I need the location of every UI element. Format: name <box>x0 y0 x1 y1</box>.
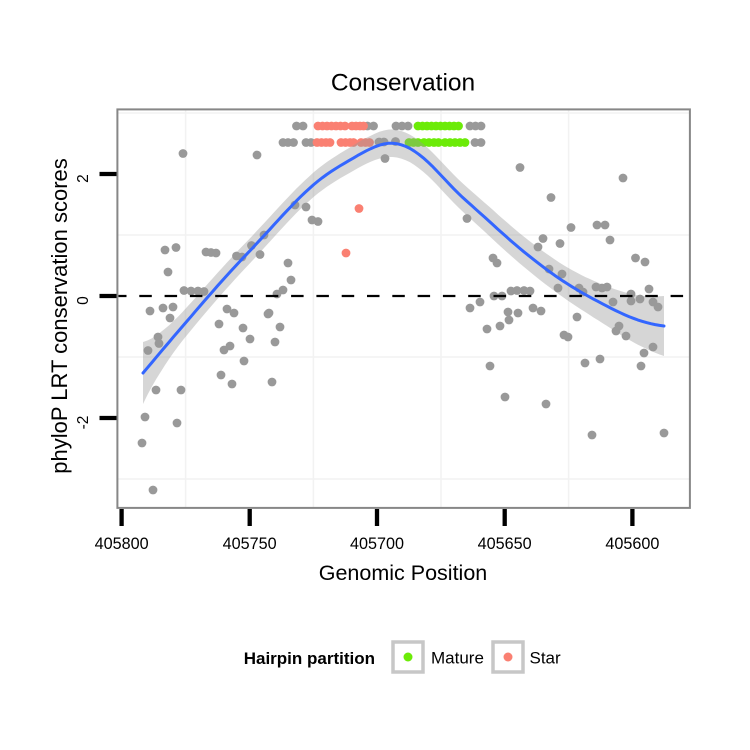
svg-text:405650: 405650 <box>478 535 532 553</box>
svg-text:405750: 405750 <box>223 535 277 553</box>
svg-text:405700: 405700 <box>350 535 404 553</box>
svg-text:Hairpin partition: Hairpin partition <box>244 649 375 668</box>
svg-text:0: 0 <box>75 296 92 305</box>
svg-text:2: 2 <box>75 174 92 183</box>
svg-text:-2: -2 <box>75 416 92 430</box>
svg-text:Conservation: Conservation <box>331 70 475 97</box>
svg-text:phyloP LRT conservation scores: phyloP LRT conservation scores <box>47 158 72 474</box>
svg-text:Mature: Mature <box>431 649 484 668</box>
svg-text:Star: Star <box>530 649 562 668</box>
svg-text:405800: 405800 <box>95 535 149 553</box>
svg-text:405600: 405600 <box>605 535 659 553</box>
svg-text:Genomic Position: Genomic Position <box>319 561 488 585</box>
